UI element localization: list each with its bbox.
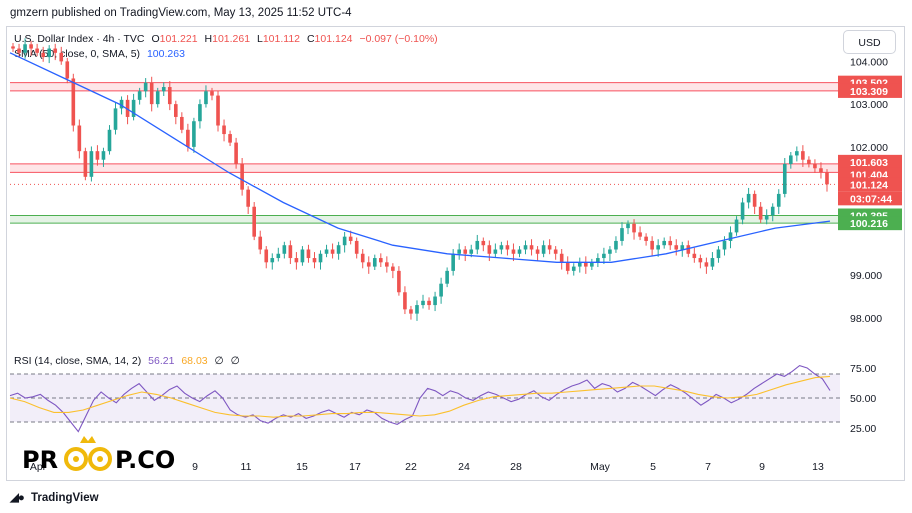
currency-button[interactable]: USD bbox=[843, 30, 896, 54]
price-legend: U.S. Dollar Index · 4h · TVC O101.221 H1… bbox=[14, 33, 442, 45]
low-label: L bbox=[257, 33, 263, 45]
rsi-legend: RSI (14, close, SMA, 14, 2) 56.21 68.03 … bbox=[14, 355, 244, 367]
close-value: 101.124 bbox=[314, 33, 353, 45]
symbol-label: U.S. Dollar Index · 4h · TVC bbox=[14, 33, 145, 45]
low-value: 101.112 bbox=[262, 33, 301, 45]
close-label: C bbox=[306, 33, 315, 45]
sma-value: 100.263 bbox=[146, 48, 185, 60]
rsi-label: RSI (14, close, SMA, 14, 2) bbox=[14, 355, 142, 367]
rsi-sma-value: 68.03 bbox=[181, 355, 208, 367]
change-value: −0.097 (−0.10%) bbox=[359, 33, 438, 45]
rsi-extra-2: ∅ bbox=[230, 355, 240, 367]
high-value: 101.261 bbox=[212, 33, 251, 45]
sma-legend: SMA (50, close, 0, SMA, 5) 100.263 bbox=[14, 48, 189, 60]
tradingview-logo-icon: ◢● bbox=[10, 492, 25, 504]
sma-label: SMA (50, close, 0, SMA, 5) bbox=[14, 48, 141, 60]
open-value: 101.221 bbox=[159, 33, 198, 45]
rsi-value: 56.21 bbox=[148, 355, 175, 367]
open-label: O bbox=[151, 33, 160, 45]
high-label: H bbox=[204, 33, 213, 45]
chart-frame[interactable] bbox=[6, 26, 905, 481]
footer-brand: TradingView bbox=[31, 492, 99, 504]
rsi-extra-1: ∅ bbox=[214, 355, 224, 367]
publisher-line: gmzern published on TradingView.com, May… bbox=[10, 7, 352, 19]
tradingview-footer: ◢● TradingView bbox=[10, 490, 99, 504]
